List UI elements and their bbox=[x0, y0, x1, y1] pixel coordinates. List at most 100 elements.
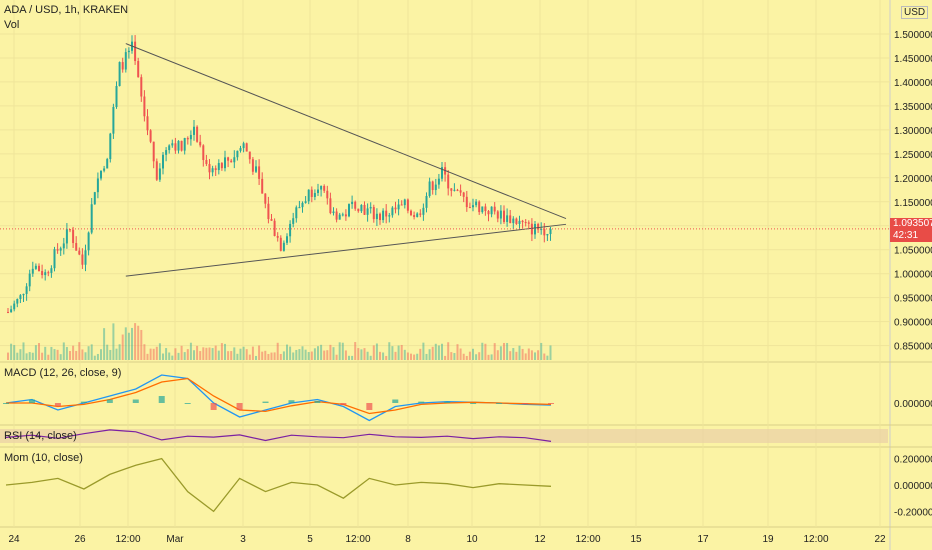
time-axis[interactable]: 24 26 12:00 Mar 3 5 12:00 8 10 12 12:00 15 17 19 12:00… bbox=[8, 534, 886, 545]
volume-bar bbox=[155, 346, 158, 360]
volume-bar bbox=[391, 346, 394, 360]
macd-histogram-bar bbox=[548, 403, 554, 404]
currency-badge[interactable]: USD bbox=[901, 6, 929, 19]
macd-histogram-bar bbox=[28, 399, 35, 403]
volume-bar bbox=[16, 352, 19, 360]
candle-body bbox=[543, 229, 546, 236]
symbol-title: ADA / USD, 1h, KRAKEN bbox=[4, 4, 129, 16]
candle-body bbox=[137, 61, 140, 78]
time-tick-label: 19 bbox=[762, 534, 774, 545]
candle-body bbox=[320, 185, 323, 190]
candle-body bbox=[286, 236, 288, 243]
volume-bar bbox=[174, 348, 177, 360]
candle-body bbox=[53, 249, 56, 269]
volume-histogram bbox=[7, 323, 552, 360]
candle-body bbox=[313, 192, 316, 197]
candle-body bbox=[441, 167, 443, 179]
volume-bar bbox=[22, 342, 25, 360]
candle-body bbox=[292, 218, 295, 224]
candle-body bbox=[450, 188, 453, 191]
volume-bar bbox=[236, 353, 239, 360]
time-tick-label: 12:00 bbox=[575, 534, 600, 545]
candle-body bbox=[394, 207, 397, 210]
candle-body bbox=[171, 143, 174, 146]
time-tick-label: 12:00 bbox=[115, 534, 140, 545]
candle-body bbox=[239, 148, 242, 151]
candle-body bbox=[512, 218, 515, 224]
macd-histogram-bar bbox=[366, 403, 373, 410]
volume-bar bbox=[369, 355, 372, 360]
volume-bar bbox=[180, 345, 183, 360]
volume-bar bbox=[413, 354, 416, 360]
volume-bar bbox=[286, 344, 288, 360]
volume-bar bbox=[227, 351, 230, 360]
candle-body bbox=[13, 303, 16, 310]
volume-bar bbox=[304, 349, 307, 360]
time-tick-label: 24 bbox=[8, 534, 20, 545]
candle-body bbox=[503, 210, 505, 222]
candle-body bbox=[357, 208, 360, 212]
candle-body bbox=[456, 189, 459, 191]
price-tick-label: 1.450000 bbox=[894, 54, 932, 65]
candle-body bbox=[400, 204, 403, 206]
volume-bar bbox=[388, 342, 391, 360]
macd-tick-label: 0.000000 bbox=[894, 399, 932, 410]
volume-bar bbox=[149, 348, 152, 360]
volume-bar bbox=[282, 351, 285, 360]
price-tick-label: 1.000000 bbox=[894, 270, 932, 281]
candle-body bbox=[199, 141, 202, 146]
volume-bar bbox=[245, 349, 248, 360]
volume-bar bbox=[10, 343, 13, 360]
volume-bar bbox=[521, 348, 524, 360]
volume-bar bbox=[199, 351, 202, 360]
volume-bar bbox=[168, 352, 171, 360]
macd-histogram-bar bbox=[444, 401, 451, 403]
volume-bar bbox=[279, 353, 282, 360]
price-tick-label: 1.400000 bbox=[894, 78, 932, 89]
volume-bar bbox=[354, 342, 357, 360]
candle-body bbox=[121, 62, 124, 70]
candle-body bbox=[397, 204, 400, 210]
candle-body bbox=[493, 206, 496, 212]
volume-bar bbox=[509, 351, 512, 360]
volume-bar bbox=[344, 350, 347, 360]
price-axis[interactable]: 1.500000 1.450000 1.400000 1.350000 1.300000… bbox=[894, 30, 932, 518]
volume-bar bbox=[270, 352, 273, 360]
candle-body bbox=[487, 211, 490, 215]
volume-bar bbox=[437, 345, 440, 360]
price-tick-label: 1.300000 bbox=[894, 126, 932, 137]
volume-bar bbox=[50, 346, 53, 360]
candle-body bbox=[106, 159, 109, 169]
candle-body bbox=[233, 157, 236, 163]
volume-bar bbox=[255, 355, 257, 360]
candle-body bbox=[270, 219, 273, 221]
volume-bar bbox=[379, 351, 381, 360]
volume-bar bbox=[62, 342, 65, 360]
candle-body bbox=[366, 208, 369, 215]
macd-histogram-bar bbox=[314, 400, 321, 403]
candle-body bbox=[307, 189, 310, 202]
volume-bar bbox=[59, 354, 62, 360]
candle-body bbox=[245, 143, 248, 152]
candle-body bbox=[279, 237, 282, 251]
volume-bar bbox=[307, 352, 310, 360]
candle-body bbox=[103, 168, 106, 171]
volume-bar bbox=[13, 345, 16, 360]
volume-bar bbox=[112, 323, 115, 360]
candle-body bbox=[81, 254, 84, 265]
candle-body bbox=[75, 243, 78, 251]
volume-bar bbox=[47, 354, 50, 360]
volume-bar bbox=[366, 351, 369, 360]
time-tick-label: 8 bbox=[405, 534, 411, 545]
volume-bar bbox=[543, 353, 546, 360]
volume-bar bbox=[137, 325, 140, 360]
candle-body bbox=[484, 206, 487, 212]
candle-body bbox=[496, 211, 499, 219]
candle-body bbox=[180, 140, 183, 151]
candle-body bbox=[273, 220, 276, 236]
candle-body bbox=[183, 137, 186, 151]
price-candles bbox=[7, 35, 552, 314]
candle-body bbox=[189, 134, 192, 140]
candle-body bbox=[338, 214, 341, 220]
